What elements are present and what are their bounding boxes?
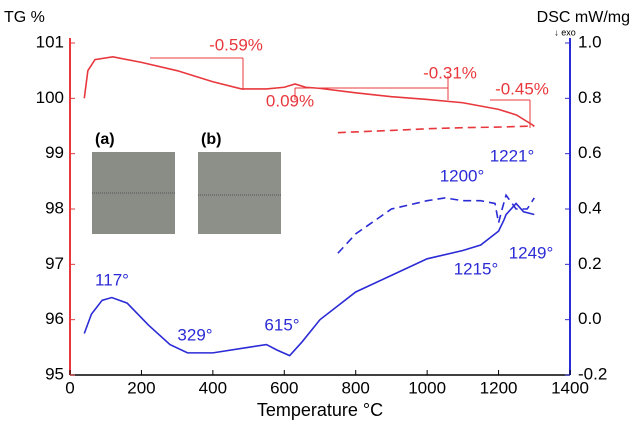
x-tick-label: 800 xyxy=(342,378,370,397)
y2-axis-title: DSC mW/mg xyxy=(537,9,630,26)
y2-tick-label: 1.0 xyxy=(578,32,602,51)
y2-tick-label: -0.2 xyxy=(578,364,607,383)
annotation: 117° xyxy=(95,270,129,289)
x-tick-label: 0 xyxy=(65,378,74,397)
inset-image-a xyxy=(92,152,175,234)
x-tick-label: 1400 xyxy=(551,378,589,397)
x-tick-label: 400 xyxy=(199,378,227,397)
y-tick-label: 95 xyxy=(45,364,64,383)
y-tick-label: 98 xyxy=(45,198,64,217)
y2-tick-label: 0.2 xyxy=(578,254,602,273)
annotation: 615° xyxy=(264,315,299,334)
annotation: 1215° xyxy=(454,259,499,278)
inset-label: (a) xyxy=(95,131,115,148)
y2-tick-label: 0.4 xyxy=(578,198,602,217)
series-line xyxy=(337,125,535,134)
annotation: 329° xyxy=(177,325,212,344)
inset-image-b xyxy=(198,152,281,234)
y2-tick-label: 0.8 xyxy=(578,88,602,107)
x-tick-label: 600 xyxy=(270,378,298,397)
y-axis-title: TG % xyxy=(4,9,45,26)
y2-tick-label: 0.0 xyxy=(578,309,602,328)
annotation: 0.09% xyxy=(266,91,314,110)
x-tick-label: 200 xyxy=(127,378,155,397)
series-line xyxy=(337,193,535,254)
annotation: -0.31% xyxy=(423,63,477,82)
annotation: 1200° xyxy=(440,166,485,185)
annotation: -0.59% xyxy=(209,35,263,54)
y-tick-label: 100 xyxy=(36,88,64,107)
y-tick-label: 101 xyxy=(36,32,64,51)
x-axis-title: Temperature °C xyxy=(257,400,383,420)
series-line xyxy=(83,56,535,127)
series-line xyxy=(83,202,535,357)
inset-label: (b) xyxy=(201,131,221,148)
y2-tick-label: 0.6 xyxy=(578,143,602,162)
y2-axis-sublabel: ↓ exo xyxy=(554,27,576,37)
y-tick-label: 99 xyxy=(45,143,64,162)
annotation: 1249° xyxy=(509,243,554,262)
annotation: -0.45% xyxy=(495,79,549,98)
y-tick-label: 96 xyxy=(45,309,64,328)
annotation: 1221° xyxy=(490,146,535,165)
x-tick-label: 1200 xyxy=(480,378,518,397)
x-tick-label: 1000 xyxy=(408,378,446,397)
y-tick-label: 97 xyxy=(45,254,64,273)
